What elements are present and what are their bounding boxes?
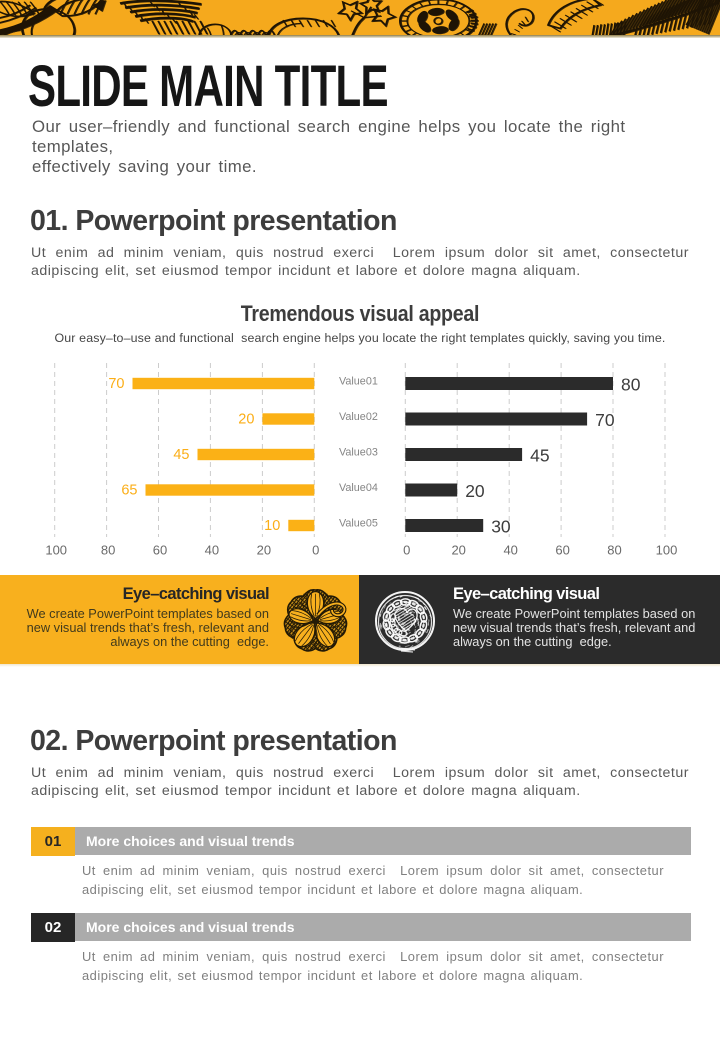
svg-text:80: 80	[607, 543, 621, 558]
svg-text:100: 100	[656, 543, 678, 558]
svg-text:0: 0	[312, 543, 319, 558]
svg-text:60: 60	[153, 543, 167, 558]
svg-text:70: 70	[595, 410, 615, 430]
svg-text:20: 20	[238, 412, 254, 428]
svg-text:30: 30	[491, 517, 511, 537]
svg-text:20: 20	[465, 481, 485, 501]
svg-text:Value05: Value05	[339, 517, 378, 529]
svg-text:Value04: Value04	[339, 482, 378, 494]
svg-text:45: 45	[530, 446, 549, 466]
svg-text:80: 80	[101, 543, 115, 558]
svg-text:0: 0	[403, 543, 410, 558]
svg-text:60: 60	[555, 543, 569, 558]
svg-text:Value02: Value02	[339, 411, 378, 423]
svg-text:45: 45	[173, 447, 189, 463]
svg-text:10: 10	[264, 518, 280, 534]
svg-text:100: 100	[45, 543, 67, 558]
svg-text:40: 40	[205, 543, 219, 558]
svg-text:65: 65	[121, 483, 137, 499]
svg-text:20: 20	[451, 543, 465, 558]
svg-text:20: 20	[257, 543, 271, 558]
svg-text:Value01: Value01	[339, 375, 378, 387]
svg-text:40: 40	[503, 543, 517, 558]
svg-text:70: 70	[108, 376, 124, 392]
svg-text:Value03: Value03	[339, 446, 378, 458]
svg-text:80: 80	[621, 375, 641, 395]
